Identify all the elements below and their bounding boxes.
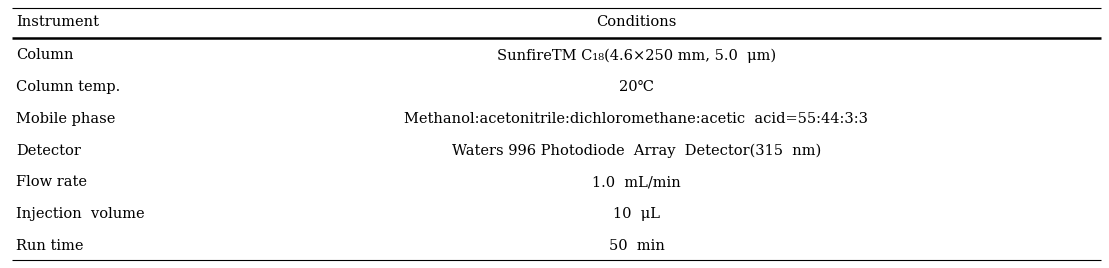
Text: Detector: Detector — [16, 144, 81, 158]
Text: Run time: Run time — [16, 239, 83, 253]
Text: SunfireTM C₁₈(4.6×250 mm, 5.0  μm): SunfireTM C₁₈(4.6×250 mm, 5.0 μm) — [497, 48, 776, 63]
Text: 10  μL: 10 μL — [613, 207, 660, 221]
Text: Column temp.: Column temp. — [16, 80, 120, 94]
Text: Injection  volume: Injection volume — [16, 207, 144, 221]
Text: 50  min: 50 min — [609, 239, 664, 253]
Text: 20℃: 20℃ — [619, 80, 654, 94]
Text: 1.0  mL/min: 1.0 mL/min — [592, 175, 681, 189]
Text: Mobile phase: Mobile phase — [16, 112, 115, 126]
Text: Flow rate: Flow rate — [16, 175, 87, 189]
Text: Conditions: Conditions — [597, 15, 676, 29]
Text: Waters 996 Photodiode  Array  Detector(315  nm): Waters 996 Photodiode Array Detector(315… — [451, 143, 821, 158]
Text: Instrument: Instrument — [16, 15, 99, 29]
Text: Column: Column — [16, 49, 73, 62]
Text: Methanol:acetonitrile:dichloromethane:acetic  acid=55:44:3:3: Methanol:acetonitrile:dichloromethane:ac… — [405, 112, 868, 126]
